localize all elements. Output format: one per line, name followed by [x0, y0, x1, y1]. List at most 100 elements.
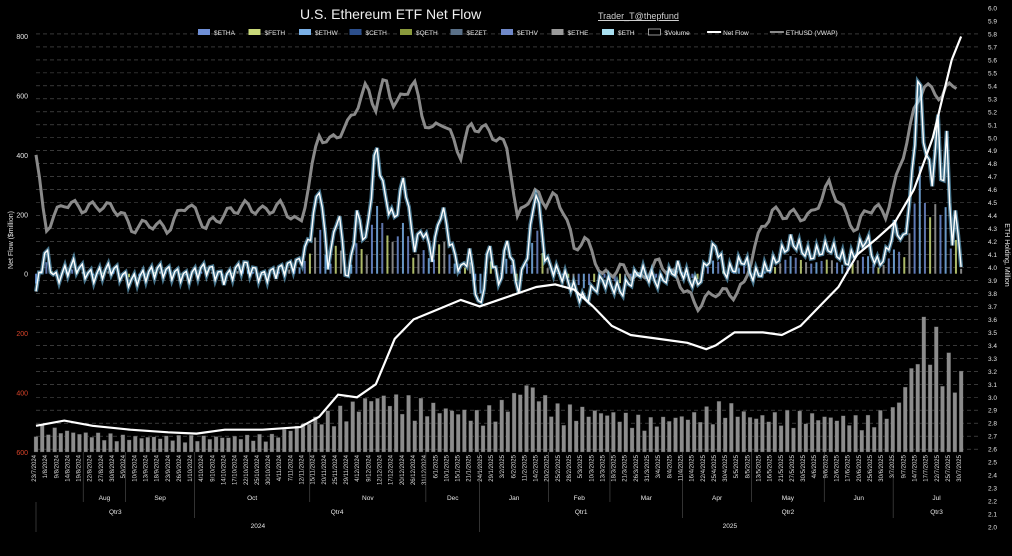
x-date-label: 4/12/2024	[355, 454, 361, 481]
volume-bar	[202, 436, 206, 452]
volume-bar	[580, 407, 584, 452]
volume-bar	[146, 437, 150, 452]
x-date-label: 9/8/2024	[54, 454, 60, 478]
volume-bar	[121, 435, 125, 452]
volume-bar	[71, 433, 75, 452]
flow-bar	[939, 215, 941, 274]
x-date-label: 4/10/2024	[199, 454, 205, 481]
volume-bar	[487, 405, 491, 452]
x-date-label: 10/1/2025	[444, 454, 450, 481]
x-date-label: 20/2/2025	[545, 454, 551, 481]
volume-bar	[140, 438, 144, 452]
legend-label: $ETHV	[517, 30, 539, 37]
x-date-label: 11/4/2025	[678, 454, 684, 481]
volume-bar	[152, 437, 156, 452]
month-label: Apr	[712, 495, 723, 502]
x-date-label: 17/12/2024	[389, 454, 395, 485]
flow-bar	[774, 267, 776, 274]
legend-label: $ETHA	[214, 30, 236, 37]
flow-bar	[604, 274, 606, 278]
volume-bar	[158, 439, 162, 452]
volume-bar	[456, 414, 460, 452]
flow-bar	[479, 274, 481, 294]
volume-bar	[233, 436, 237, 452]
volume-bar	[661, 417, 665, 452]
x-date-label: 30/7/2025	[957, 454, 963, 481]
legend-label: $QETH	[416, 30, 438, 37]
x-date-label: 14/2/2025	[534, 454, 540, 481]
month-label: Jul	[932, 495, 941, 502]
volume-bar	[127, 440, 131, 452]
right-tick-label: 2.5	[988, 460, 997, 467]
volume-bar	[810, 413, 814, 452]
volume-bar	[916, 364, 920, 452]
volume-bar	[717, 401, 721, 452]
x-date-label: 26/9/2024	[177, 454, 183, 481]
flow-bar	[903, 257, 905, 274]
volume-bar	[618, 422, 622, 452]
right-tick-label: 4.5	[988, 200, 997, 207]
volume-bar	[469, 421, 473, 452]
x-date-label: 30/10/2024	[266, 454, 272, 485]
month-label: Feb	[574, 495, 586, 502]
volume-bar	[767, 422, 771, 452]
x-date-label: 4/11/2024	[277, 454, 283, 481]
flow-bar	[578, 274, 580, 285]
chart-credit[interactable]: Trader_T@thepfund	[598, 11, 679, 21]
flow-bar	[924, 203, 926, 274]
x-date-label: 31/3/2025	[645, 454, 651, 481]
volume-bar	[307, 424, 311, 452]
legend-swatch	[299, 29, 311, 35]
flow-bar	[309, 254, 311, 274]
right-tick-label: 2.6	[988, 447, 997, 454]
volume-bar	[102, 440, 106, 452]
x-date-label: 20/11/2024	[322, 454, 328, 484]
volume-bar	[599, 413, 603, 452]
x-date-label: 16/5/2025	[768, 454, 774, 481]
volume-bar	[226, 438, 230, 452]
flow-bar	[836, 263, 838, 274]
volume-bar	[332, 426, 336, 452]
x-date-label: 1/10/2024	[188, 454, 194, 481]
volume-bar	[34, 437, 38, 452]
flow-bar	[717, 262, 719, 274]
right-tick-label: 3.0	[988, 395, 997, 402]
volume-bar	[264, 442, 268, 452]
volume-bar	[413, 421, 417, 452]
flow-bar	[841, 265, 843, 274]
flow-bar	[417, 254, 419, 274]
volume-bar	[109, 433, 113, 452]
right-tick-label: 4.6	[988, 187, 997, 194]
volume-bar	[686, 420, 690, 452]
month-label: Jun	[853, 495, 864, 502]
month-label: Nov	[362, 495, 374, 502]
legend-label: $ETHW	[315, 30, 339, 37]
volume-bar	[425, 416, 429, 452]
quarter-label: Qtr2	[782, 509, 795, 516]
legend-label: $ETHE	[568, 30, 590, 37]
flow-bar	[914, 204, 916, 274]
right-tick-label: 2.9	[988, 408, 997, 415]
volume-bar	[258, 434, 262, 452]
right-tick-label: 5.7	[988, 44, 997, 51]
x-date-label: 20/12/2024	[400, 454, 406, 485]
volume-bar	[295, 426, 299, 452]
right-tick-label: 2.2	[988, 499, 997, 506]
legend-swatch	[501, 29, 513, 35]
volume-bar	[177, 435, 181, 452]
flow-bar	[371, 225, 373, 274]
right-tick-label: 2.8	[988, 421, 997, 428]
volume-bar	[816, 420, 820, 452]
volume-bar	[518, 395, 522, 452]
volume-bar	[903, 387, 907, 452]
volume-bar	[878, 410, 882, 452]
volume-bar	[338, 406, 342, 452]
volume-bar	[450, 411, 454, 452]
volume-bar	[891, 407, 895, 452]
volume-bar	[96, 433, 100, 452]
x-date-label: 8/5/2025	[745, 454, 751, 478]
volume-bar	[574, 421, 578, 452]
eth-holding-line	[36, 37, 961, 434]
volume-bar	[90, 437, 94, 452]
